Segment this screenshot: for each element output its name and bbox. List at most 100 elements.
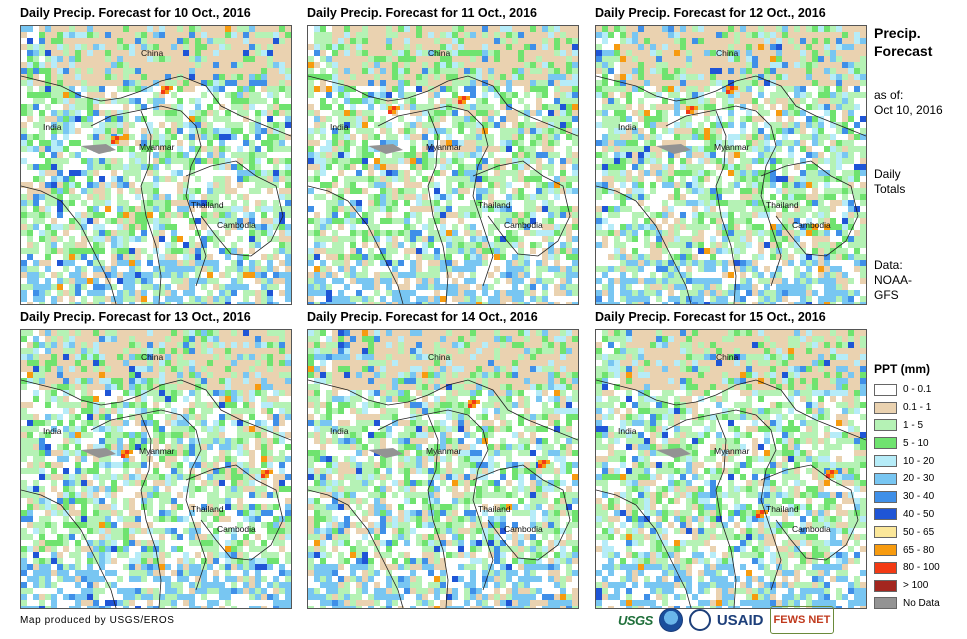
precip-raster <box>21 330 291 608</box>
legend-swatch <box>874 383 897 396</box>
legend-item: 0 - 0.1 <box>874 381 940 399</box>
daily-label: Daily <box>874 167 901 181</box>
map-label-myanmar: Myanmar <box>714 446 750 456</box>
legend-label: 0.1 - 1 <box>903 402 932 414</box>
legend-item: 5 - 10 <box>874 434 940 452</box>
legend-title: PPT (mm) <box>874 362 931 376</box>
map-label-myanmar: Myanmar <box>426 142 462 152</box>
totals-label: Totals <box>874 182 906 196</box>
panel-title: Daily Precip. Forecast for 11 Oct., 2016 <box>307 6 537 20</box>
map-label-india: India <box>618 122 637 132</box>
legend-item: 20 - 30 <box>874 470 940 488</box>
as-of-date: Oct 10, 2016 <box>874 103 943 117</box>
legend-swatch <box>874 419 897 432</box>
forecast-panel: Daily Precip. Forecast for 11 Oct., 2016… <box>307 6 582 306</box>
precip-map: China India Myanmar Thailand Cambodia <box>20 25 292 305</box>
panel-title: Daily Precip. Forecast for 13 Oct., 2016 <box>20 310 251 324</box>
legend-label: 10 - 20 <box>903 455 935 467</box>
legend-label: 40 - 50 <box>903 508 935 520</box>
legend-item: 65 - 80 <box>874 541 940 559</box>
map-label-cambodia: Cambodia <box>504 220 543 230</box>
panel-title: Daily Precip. Forecast for 14 Oct., 2016 <box>307 310 538 324</box>
legend: 0 - 0.1 0.1 - 1 1 - 5 5 - 10 10 - 20 20 - 30 3… <box>874 381 940 612</box>
map-label-thailand: Thailand <box>191 200 224 210</box>
map-label-cambodia: Cambodia <box>792 524 831 534</box>
legend-item: 1 - 5 <box>874 417 940 435</box>
map-label-thailand: Thailand <box>478 504 511 514</box>
map-label-india: India <box>43 122 62 132</box>
legend-swatch <box>874 579 897 592</box>
legend-label: 30 - 40 <box>903 491 935 503</box>
map-label-cambodia: Cambodia <box>217 524 256 534</box>
forecast-panel: Daily Precip. Forecast for 12 Oct., 2016… <box>595 6 870 306</box>
panel-title: Daily Precip. Forecast for 12 Oct., 2016 <box>595 6 826 20</box>
map-label-india: India <box>43 426 62 436</box>
precip-map: China India Myanmar Thailand Cambodia <box>307 25 579 305</box>
precip-map: China India Myanmar Thailand Cambodia <box>307 329 579 609</box>
legend-item: 0.1 - 1 <box>874 399 940 417</box>
precip-raster <box>308 26 578 304</box>
map-label-thailand: Thailand <box>191 504 224 514</box>
precip-map: China India Myanmar Thailand Cambodia <box>595 25 867 305</box>
legend-swatch <box>874 561 897 574</box>
legend-item: 80 - 100 <box>874 559 940 577</box>
data-source-text: Data: NOAA- GFS <box>874 258 912 303</box>
legend-label: 20 - 30 <box>903 473 935 485</box>
forecast-panel: Daily Precip. Forecast for 10 Oct., 2016… <box>20 6 295 306</box>
legend-item: 30 - 40 <box>874 488 940 506</box>
legend-swatch <box>874 526 897 539</box>
legend-item: No Data <box>874 595 940 613</box>
as-of-text: as of: Oct 10, 2016 <box>874 88 943 118</box>
precip-map: China India Myanmar Thailand Cambodia <box>595 329 867 609</box>
legend-label: 65 - 80 <box>903 544 935 556</box>
map-label-cambodia: Cambodia <box>217 220 256 230</box>
data-label: Data: <box>874 258 903 272</box>
map-label-myanmar: Myanmar <box>426 446 462 456</box>
legend-label: 5 - 10 <box>903 437 929 449</box>
map-label-thailand: Thailand <box>766 200 799 210</box>
legend-swatch <box>874 508 897 521</box>
map-label-india: India <box>618 426 637 436</box>
map-label-cambodia: Cambodia <box>504 524 543 534</box>
legend-swatch <box>874 490 897 503</box>
legend-swatch <box>874 597 897 610</box>
precip-map: China India Myanmar Thailand Cambodia <box>20 329 292 609</box>
legend-label: 0 - 0.1 <box>903 384 932 396</box>
precip-raster <box>596 26 866 304</box>
noaa-logo-icon <box>658 608 683 632</box>
map-label-cambodia: Cambodia <box>792 220 831 230</box>
map-label-myanmar: Myanmar <box>139 446 175 456</box>
legend-swatch <box>874 455 897 468</box>
map-label-thailand: Thailand <box>478 200 511 210</box>
map-label-myanmar: Myanmar <box>714 142 750 152</box>
data-source-line2: GFS <box>874 288 899 302</box>
as-of-label: as of: <box>874 88 904 102</box>
usgs-logo: USGS <box>618 612 653 628</box>
legend-swatch <box>874 437 897 450</box>
legend-label: 1 - 5 <box>903 419 924 431</box>
data-source-line1: NOAA- <box>874 273 913 287</box>
precip-raster <box>308 330 578 608</box>
panel-title: Daily Precip. Forecast for 10 Oct., 2016 <box>20 6 251 20</box>
logos: USGS USAID FEWS NET <box>618 606 835 634</box>
legend-swatch <box>874 544 897 557</box>
panel-title: Daily Precip. Forecast for 15 Oct., 2016 <box>595 310 826 324</box>
usaid-seal-icon <box>688 609 711 631</box>
legend-label: > 100 <box>903 580 929 592</box>
legend-item: 10 - 20 <box>874 452 940 470</box>
legend-label: 50 - 65 <box>903 526 935 538</box>
map-label-china: China <box>141 48 164 58</box>
forecast-panel: Daily Precip. Forecast for 13 Oct., 2016… <box>20 310 295 610</box>
map-credit: Map produced by USGS/EROS <box>20 615 175 626</box>
side-title-line1: Precip. <box>874 25 921 41</box>
forecast-panel: Daily Precip. Forecast for 15 Oct., 2016… <box>595 310 870 610</box>
usaid-logo: USAID <box>716 611 764 629</box>
map-label-thailand: Thailand <box>766 504 799 514</box>
legend-label: No Data <box>903 597 940 609</box>
legend-swatch <box>874 401 897 414</box>
daily-totals-text: Daily Totals <box>874 167 905 197</box>
precip-raster <box>596 330 866 608</box>
map-label-india: India <box>330 122 349 132</box>
map-label-china: China <box>428 352 451 362</box>
map-label-china: China <box>716 48 739 58</box>
